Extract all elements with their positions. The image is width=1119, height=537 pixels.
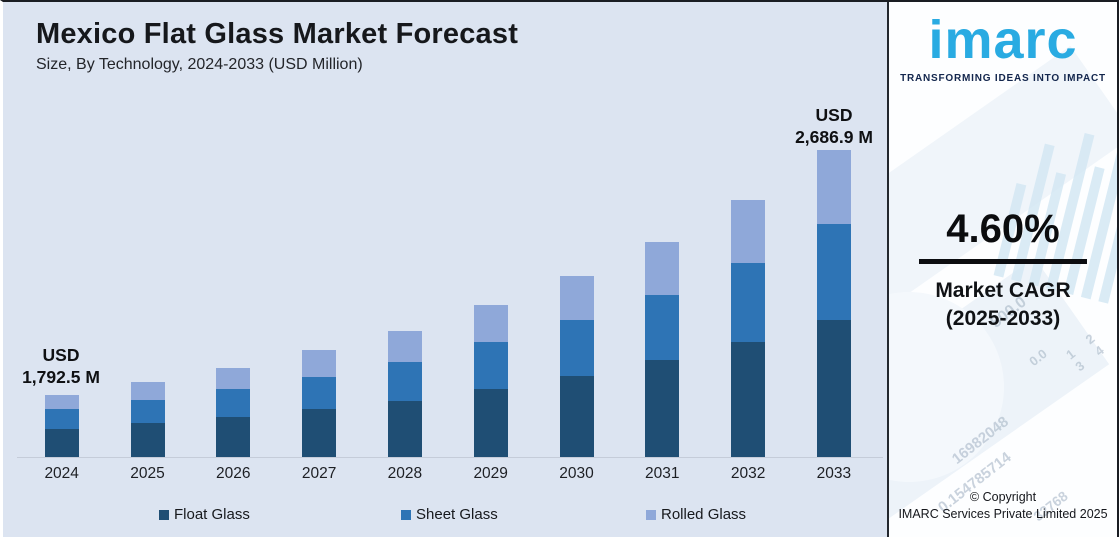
x-axis-label-2026: 2026 [216,465,251,482]
cagr-label-line1: Market CAGR [935,279,1071,302]
bar-segment-float-glass [130,423,165,457]
bar-segment-sheet-glass [130,400,165,423]
x-axis-label-2028: 2028 [387,465,423,482]
brand-sidebar: 500.0 0.0 16982048 0.154785714 32768 1 2… [887,2,1117,537]
bar-segment-float-glass [387,401,422,457]
annotation-2033-line2: 2,686.9 M [795,127,873,147]
bar-2025 [130,382,165,457]
cagr-label-line2: (2025-2033) [945,307,1061,330]
bar-segment-sheet-glass [473,342,508,389]
legend-swatch-sheet-glass-icon [401,509,411,520]
bar-2031 [645,242,680,457]
bar-segment-rolled-glass [731,200,766,263]
cagr-value: 4.60% [946,207,1060,251]
bar-segment-sheet-glass [387,362,422,401]
bar-2030 [559,276,594,457]
bar-segment-rolled-glass [559,276,594,320]
cagr-divider [919,259,1087,264]
legend-swatch-rolled-glass-icon [646,509,656,520]
x-axis-label-2029: 2029 [473,465,508,482]
bar-segment-float-glass [44,429,79,457]
bar-2033 [816,150,851,457]
bar-segment-sheet-glass [44,409,79,429]
bar-2032 [731,200,766,457]
bar-2024 [44,395,79,457]
bar-segment-rolled-glass [130,382,165,400]
bar-segment-rolled-glass [645,242,680,295]
bar-segment-float-glass [473,389,508,457]
bar-segment-float-glass [559,376,594,457]
x-axis-label-2030: 2030 [559,465,594,482]
x-axis-label-2031: 2031 [645,465,680,482]
legend-item-rolled-glass: Rolled Glass [646,506,746,523]
bar-segment-rolled-glass [302,350,337,377]
bar-segment-float-glass [216,417,251,457]
bar-segment-float-glass [731,342,766,457]
copyright-line1: © Copyright [969,490,1037,504]
bar-segment-rolled-glass [216,368,251,389]
x-axis-label-2032: 2032 [730,465,766,482]
bar-segment-float-glass [645,360,680,457]
x-axis-label-2027: 2027 [301,465,337,482]
bar-segment-sheet-glass [645,295,680,360]
annotation-2024: USD 1,792.5 M [3,344,136,388]
x-axis-label-2025: 2025 [130,465,165,482]
legend-label-float-glass: Float Glass [174,506,250,523]
legend-item-sheet-glass: Sheet Glass [401,506,498,523]
bar-2027 [302,350,337,457]
bar-segment-rolled-glass [473,305,508,342]
bar-segment-rolled-glass [816,150,851,224]
bar-segment-float-glass [302,409,337,457]
cagr-block: 4.60% Market CAGR (2025-2033) [889,207,1117,333]
bar-segment-sheet-glass [216,389,251,417]
legend-item-float-glass: Float Glass [159,506,250,523]
copyright-notice: © Copyright IMARC Services Private Limit… [889,489,1117,523]
bar-segment-sheet-glass [559,320,594,376]
page-subtitle: Size, By Technology, 2024-2033 (USD Mill… [36,56,363,73]
annotation-2033: USD 2,686.9 M [759,104,887,148]
bar-segment-float-glass [816,320,851,457]
copyright-line2: IMARC Services Private Limited 2025 [898,507,1108,521]
imarc-logo-block: imarc TRANSFORMING IDEAS INTO IMPACT [889,8,1117,84]
annotation-2024-line2: 1,792.5 M [22,367,100,387]
x-axis-label-2024: 2024 [44,465,79,482]
x-axis-line [17,457,883,458]
bar-2029 [473,305,508,457]
imarc-tagline: TRANSFORMING IDEAS INTO IMPACT [900,73,1106,84]
bar-2028 [387,331,422,457]
bar-segment-rolled-glass [387,331,422,362]
page-title: Mexico Flat Glass Market Forecast [36,18,519,50]
bar-segment-rolled-glass [44,395,79,409]
chart-panel: Mexico Flat Glass Market Forecast Size, … [3,2,887,537]
watermark-number: 0.0 [1026,346,1050,369]
bar-segment-sheet-glass [731,263,766,342]
legend-label-sheet-glass: Sheet Glass [416,506,498,523]
watermark-number: 16982048 [948,413,1012,468]
x-axis-label-2033: 2033 [816,465,852,482]
bar-segment-sheet-glass [302,377,337,409]
legend-swatch-float-glass-icon [159,509,169,520]
bar-segment-sheet-glass [816,224,851,320]
legend-label-rolled-glass: Rolled Glass [661,506,747,523]
bar-2026 [216,368,251,457]
annotation-2024-line1: USD [42,345,80,365]
annotation-2033-line1: USD [815,105,853,125]
imarc-logo: imarc [928,10,1078,70]
